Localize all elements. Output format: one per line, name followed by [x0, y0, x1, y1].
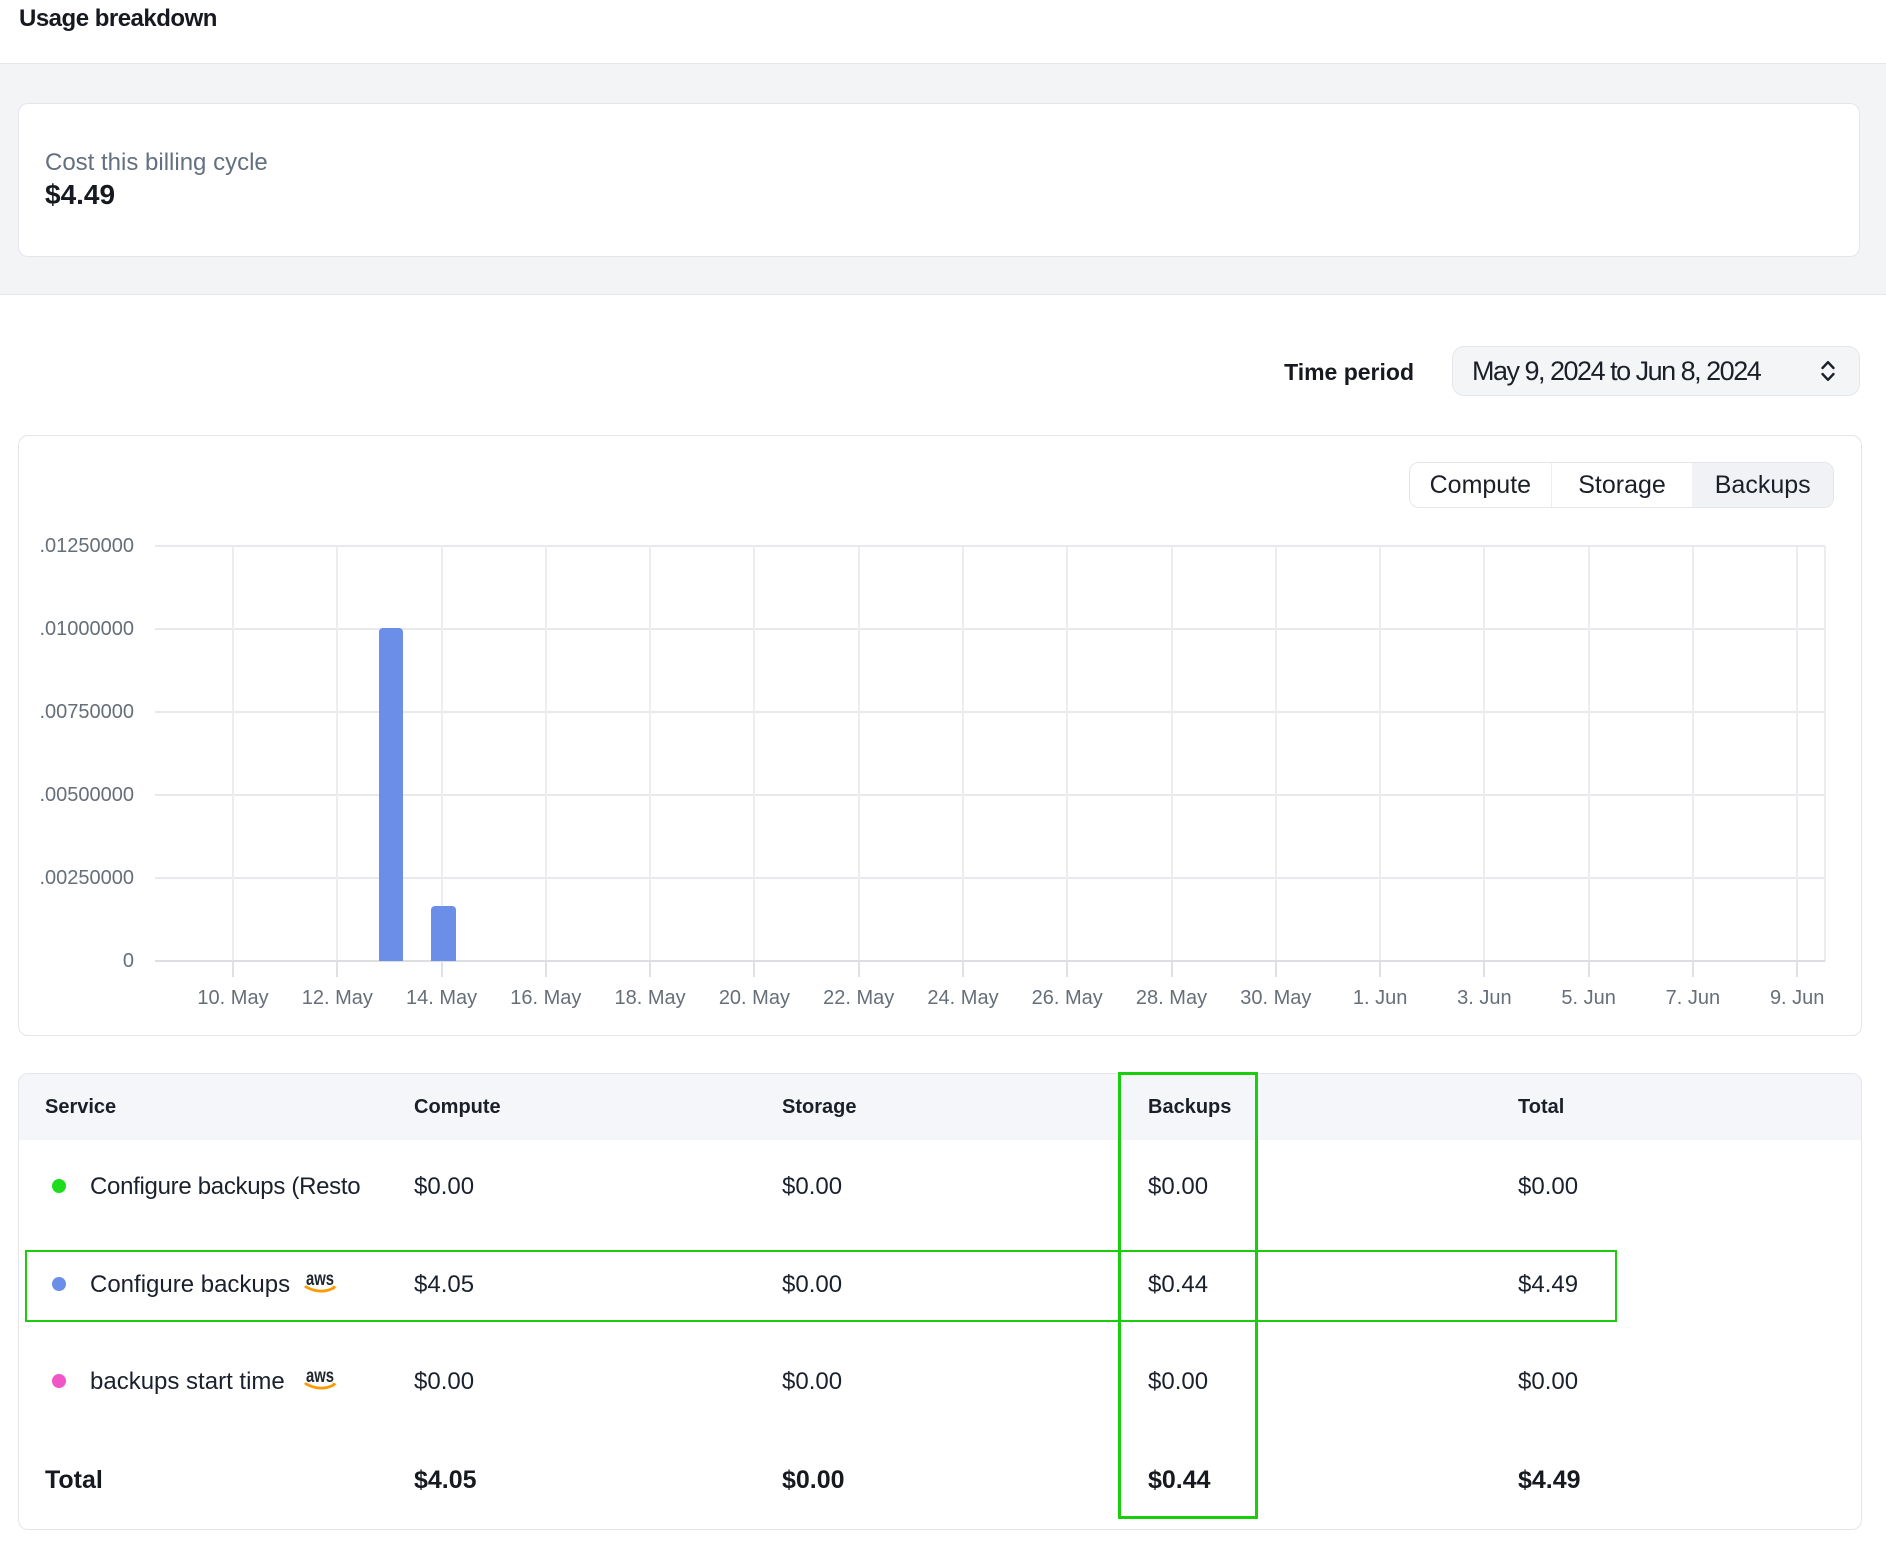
svg-text:aws: aws	[306, 1273, 334, 1290]
svg-text:aws: aws	[306, 1370, 334, 1387]
